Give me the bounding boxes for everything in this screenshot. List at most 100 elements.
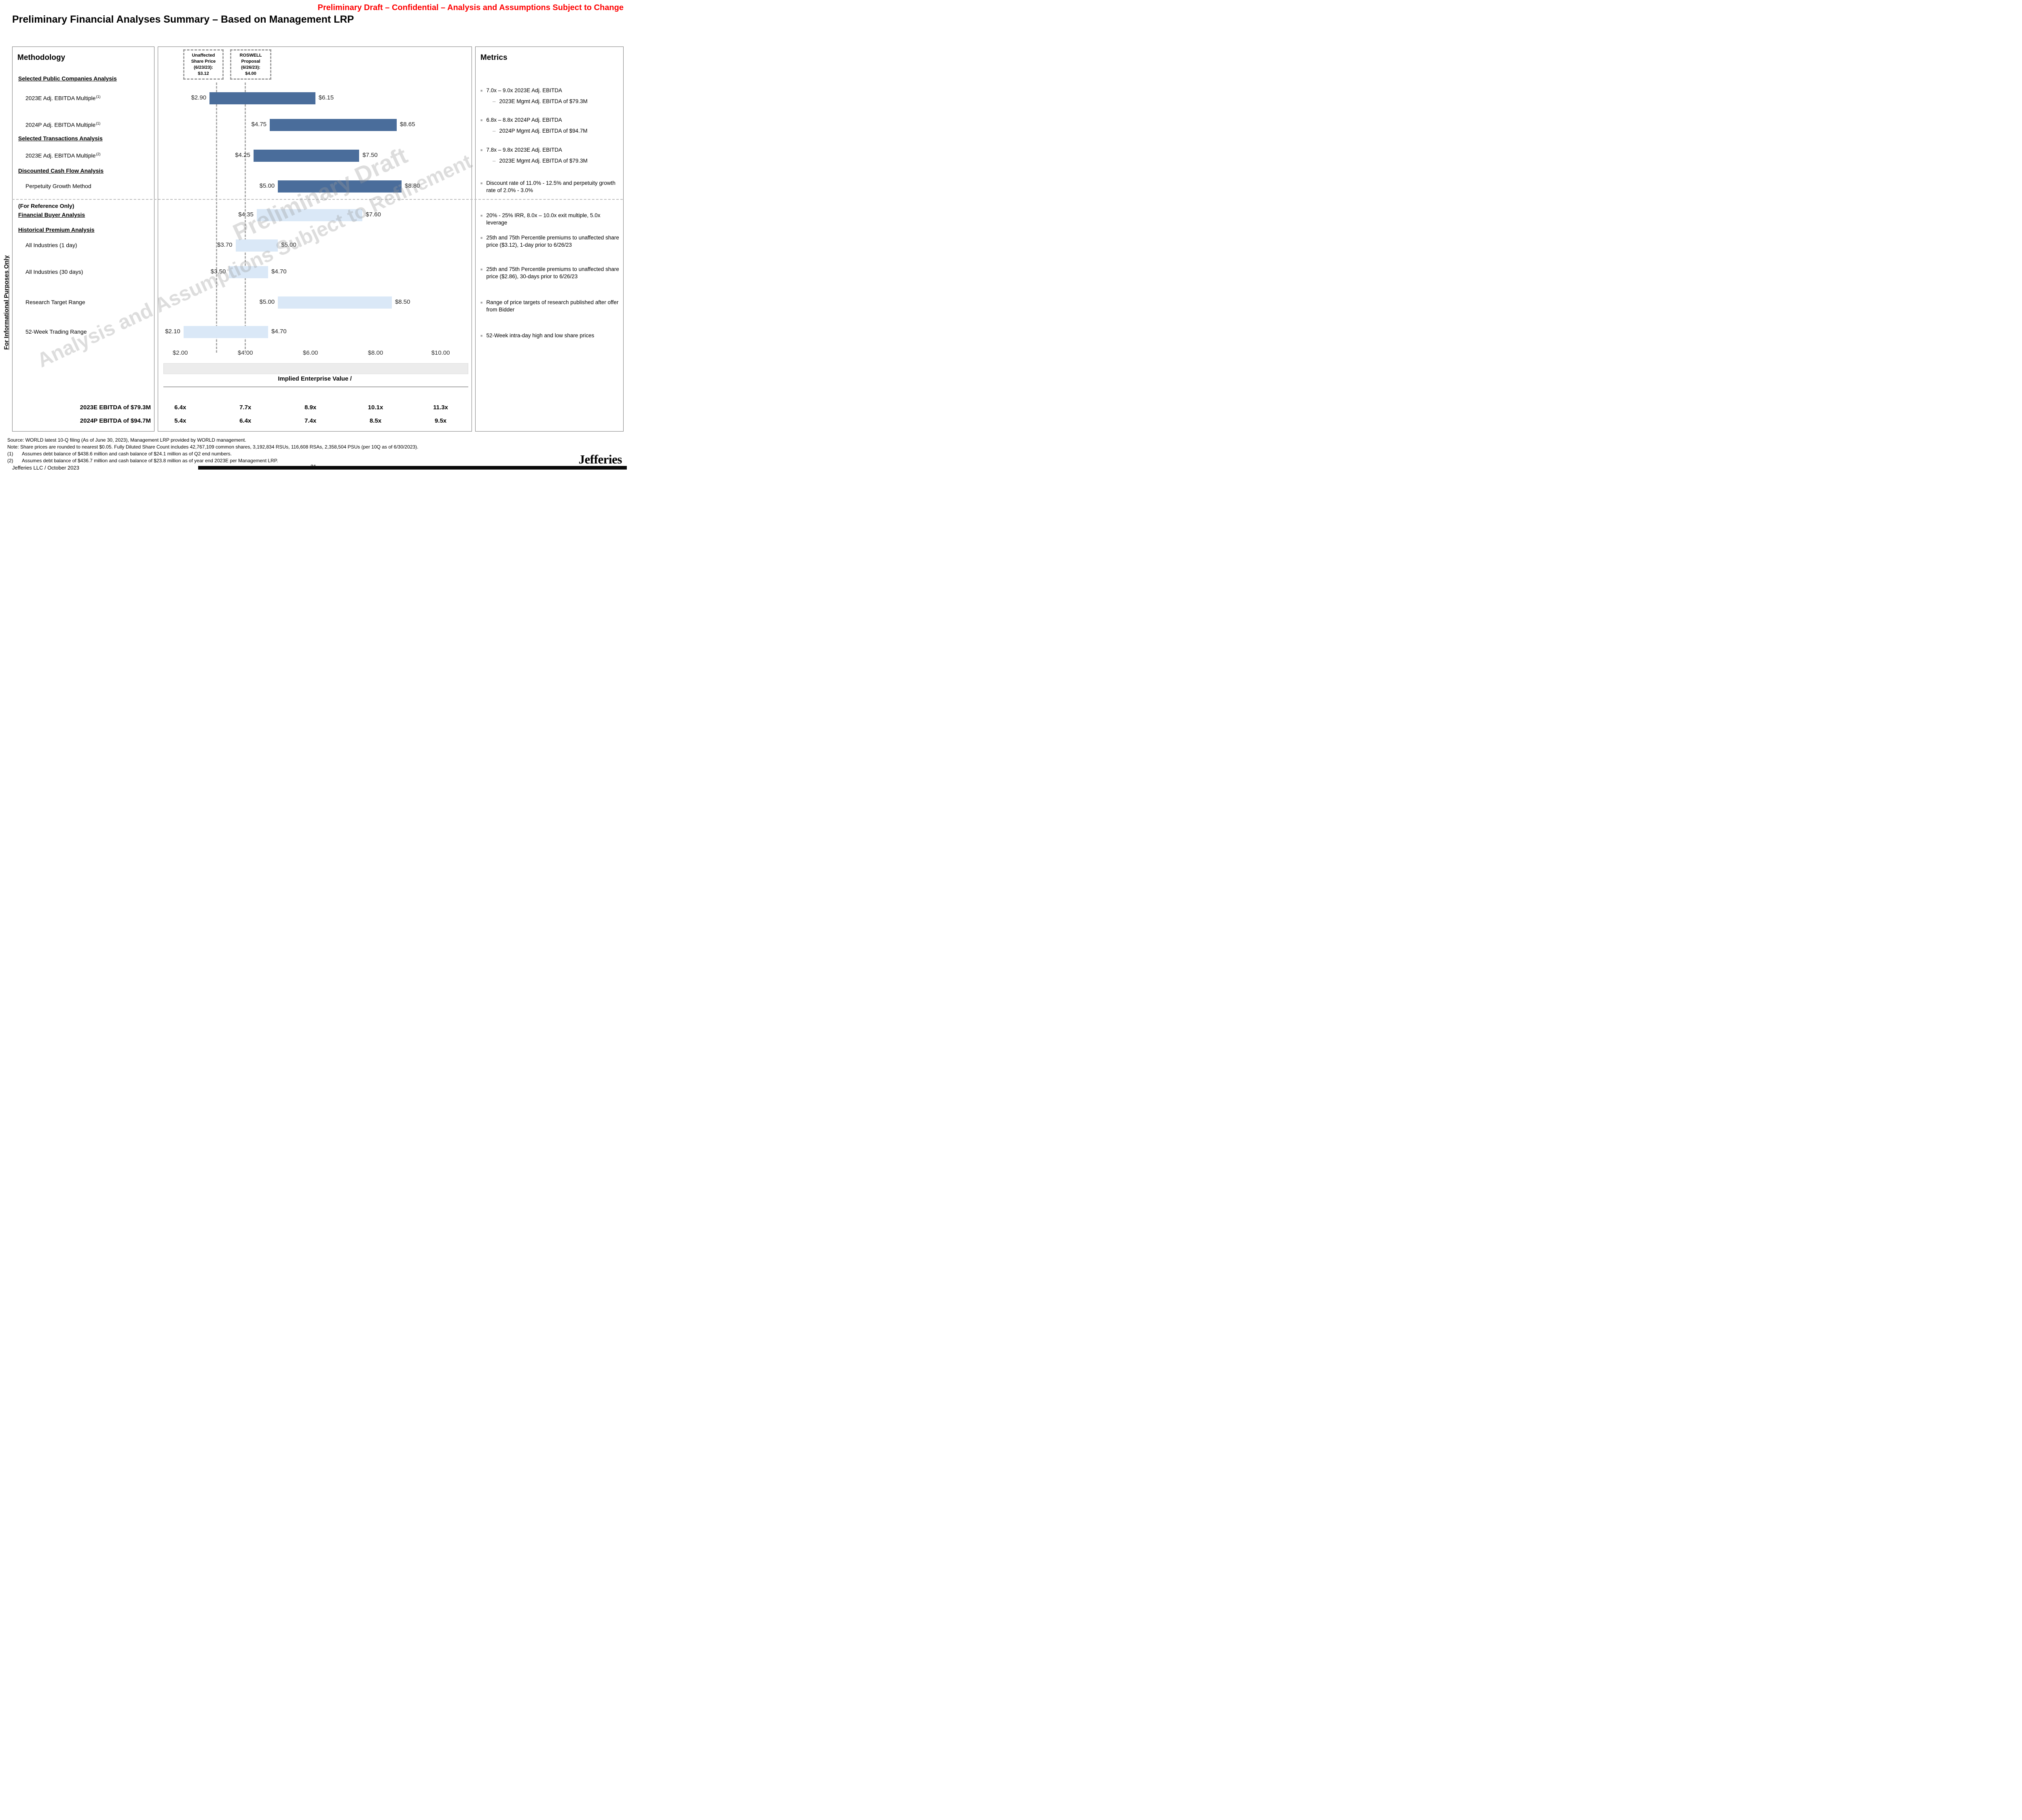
confidential-banner: Preliminary Draft – Confidential – Analy… bbox=[317, 3, 624, 12]
methodology-label: 2023E Adj. EBITDA Multiple bbox=[25, 152, 96, 159]
chart-panel: Unaffected Share Price (6/23/23): $3.12 R… bbox=[158, 47, 472, 432]
methodology-section: Selected Public Companies Analysis bbox=[18, 75, 117, 82]
range-bar bbox=[256, 209, 363, 221]
x-tick-label: $2.00 bbox=[172, 349, 188, 356]
bottom-bar bbox=[198, 466, 627, 470]
footnote-1: (1) Assumes debt balance of $438.6 millio… bbox=[7, 451, 232, 457]
range-bar bbox=[278, 296, 392, 309]
x-tick-label: $10.00 bbox=[431, 349, 450, 356]
metric-item: ■ 7.8x – 9.8x 2023E Adj. EBITDA –2023E Mgm… bbox=[480, 146, 620, 165]
methodology-label: (For Reference Only) bbox=[18, 203, 74, 209]
methodology-label: Research Target Range bbox=[25, 299, 85, 305]
reference-line-label: ROSWELL Proposal (6/26/23): $4.00 bbox=[230, 49, 271, 80]
bar-high-value: $8.50 bbox=[395, 298, 410, 305]
methodology-section: Selected Transactions Analysis bbox=[18, 135, 103, 142]
bar-low-value: $5.00 bbox=[259, 182, 275, 189]
footnote-note: Note: Share prices are rounded to neares… bbox=[7, 444, 419, 450]
x-tick-label: $8.00 bbox=[368, 349, 383, 356]
bar-high-value: $7.60 bbox=[366, 211, 381, 218]
square-bullet-icon: ■ bbox=[480, 267, 483, 271]
methodology-item: 2023E Adj. EBITDA Multiple(1) bbox=[25, 95, 101, 102]
methodology-item: All Industries (30 days) bbox=[25, 269, 83, 275]
reference-line bbox=[244, 83, 246, 353]
metric-item: ■ 20% - 25% IRR, 8.0x – 10.0x exit multip… bbox=[480, 212, 620, 226]
square-bullet-icon: ■ bbox=[480, 148, 483, 152]
informational-purposes-label: For Informational Purposes Only bbox=[3, 255, 10, 350]
square-bullet-icon: ■ bbox=[480, 181, 483, 185]
methodology-label: Historical Premium Analysis bbox=[18, 226, 95, 233]
x-axis: $2.00 $4.00 $6.00 $8.00 $10.00 bbox=[158, 349, 472, 358]
footnote-2-text: Assumes debt balance of $436.7 million a… bbox=[22, 458, 278, 463]
metric-subtext: 2024P Mgmt Adj. EBITDA of $94.7M bbox=[499, 128, 588, 134]
metric-item: ■ Range of price targets of research publ… bbox=[480, 299, 620, 313]
metric-item: ■ 6.8x – 8.8x 2024P Adj. EBITDA –2024P Mgm… bbox=[480, 116, 620, 135]
bar-low-value: $4.35 bbox=[238, 211, 254, 218]
footnote-1-marker: (1) bbox=[7, 451, 13, 457]
footnote-marker: (1) bbox=[96, 95, 101, 99]
bar-high-value: $6.15 bbox=[318, 94, 334, 101]
methodology-title: Methodology bbox=[17, 53, 66, 62]
methodology-label: Financial Buyer Analysis bbox=[18, 212, 85, 218]
ev-multiple-value: 10.1x bbox=[368, 404, 383, 411]
metric-item: ■ Discount rate of 11.0% - 12.5% and perp… bbox=[480, 180, 620, 194]
methodology-label: 52-Week Trading Range bbox=[25, 328, 87, 335]
ev-multiple-value: 8.5x bbox=[369, 417, 382, 424]
metric-text: 6.8x – 8.8x 2024P Adj. EBITDA bbox=[486, 117, 562, 123]
methodology-label: Selected Transactions Analysis bbox=[18, 135, 103, 142]
metric-subtext: 2023E Mgmt Adj. EBITDA of $79.3M bbox=[499, 98, 588, 105]
methodology-item: Research Target Range bbox=[25, 299, 85, 305]
range-bar bbox=[270, 119, 397, 131]
footnote-marker: (2) bbox=[96, 152, 101, 156]
ev-multiple-value: 8.9x bbox=[305, 404, 317, 411]
slide: Preliminary Draft – Confidential – Analy… bbox=[0, 0, 627, 473]
methodology-label: 2024P Adj. EBITDA Multiple bbox=[25, 121, 96, 128]
ev-row-label: 2023E EBITDA of $79.3M bbox=[80, 404, 151, 411]
gray-band bbox=[163, 363, 468, 374]
methodology-item: 52-Week Trading Range bbox=[25, 328, 87, 335]
methodology-item: 2023E Adj. EBITDA Multiple(2) bbox=[25, 152, 101, 159]
ev-row-label: 2024P EBITDA of $94.7M bbox=[80, 417, 151, 424]
ev-multiple-value: 6.4x bbox=[239, 417, 252, 424]
square-bullet-icon: ■ bbox=[480, 334, 483, 338]
metric-item: ■ 25th and 75th Percentile premiums to un… bbox=[480, 266, 620, 280]
metric-text: 25th and 75th Percentile premiums to una… bbox=[486, 235, 619, 248]
dash-bullet-icon: – bbox=[493, 98, 496, 105]
ev-multiple-value: 6.4x bbox=[174, 404, 186, 411]
metric-text: 52-Week intra-day high and low share pri… bbox=[486, 332, 594, 339]
bar-high-value: $8.65 bbox=[400, 121, 415, 128]
reference-line-label: Unaffected Share Price (6/23/23): $3.12 bbox=[183, 49, 224, 80]
bar-high-value: $7.50 bbox=[362, 152, 378, 159]
methodology-section: Financial Buyer Analysis bbox=[18, 212, 85, 218]
bar-low-value: $5.00 bbox=[259, 298, 275, 305]
methodology-section: Discounted Cash Flow Analysis bbox=[18, 167, 104, 174]
square-bullet-icon: ■ bbox=[480, 301, 483, 305]
square-bullet-icon: ■ bbox=[480, 236, 483, 240]
page-title: Preliminary Financial Analyses Summary –… bbox=[12, 14, 354, 25]
range-bar bbox=[253, 150, 360, 162]
footnote-2: (2) Assumes debt balance of $436.7 millio… bbox=[7, 458, 278, 463]
footnote-marker: (1) bbox=[96, 121, 101, 125]
metric-subtext: 2023E Mgmt Adj. EBITDA of $79.3M bbox=[499, 158, 588, 164]
range-bar bbox=[278, 180, 402, 193]
ev-multiple-value: 5.4x bbox=[174, 417, 186, 424]
footnote-source: Source: WORLD latest 10-Q filing (As of … bbox=[7, 437, 246, 443]
methodology-item: All Industries (1 day) bbox=[25, 242, 77, 248]
range-bar bbox=[235, 239, 278, 252]
methodology-item: 2024P Adj. EBITDA Multiple(1) bbox=[25, 121, 100, 128]
ev-multiple-value: 7.4x bbox=[305, 417, 317, 424]
methodology-label: Perpetuity Growth Method bbox=[25, 183, 91, 189]
reference-only-divider bbox=[12, 199, 623, 200]
x-tick-label: $4.00 bbox=[237, 349, 253, 356]
bar-low-value: $2.90 bbox=[191, 94, 207, 101]
methodology-panel: Methodology Selected Public Companies An… bbox=[12, 47, 154, 432]
methodology-label: All Industries (1 day) bbox=[25, 242, 77, 248]
metric-item: ■ 25th and 75th Percentile premiums to un… bbox=[480, 234, 620, 249]
footnote-1-text: Assumes debt balance of $438.6 million a… bbox=[22, 451, 232, 457]
metrics-panel: Metrics ■ 7.0x – 9.0x 2023E Adj. EBITDA –2… bbox=[475, 47, 624, 432]
methodology-section: (For Reference Only) bbox=[18, 203, 74, 209]
plot-area: Unaffected Share Price (6/23/23): $3.12 R… bbox=[158, 47, 472, 431]
range-bar bbox=[209, 92, 315, 104]
ev-multiple-value: 7.7x bbox=[239, 404, 252, 411]
bar-low-value: $4.25 bbox=[235, 152, 250, 159]
methodology-item: Perpetuity Growth Method bbox=[25, 183, 91, 189]
